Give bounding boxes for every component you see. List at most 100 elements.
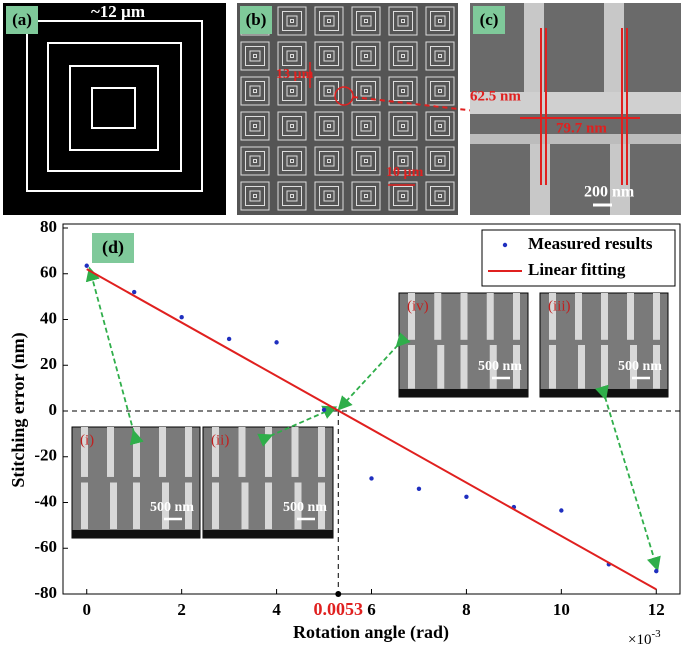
inset-label: (iv) (407, 298, 429, 314)
square (286, 155, 298, 167)
square (319, 186, 339, 206)
square (401, 194, 405, 198)
inset-scale-label: 500 nm (283, 500, 327, 515)
square (240, 111, 270, 141)
square (434, 50, 446, 62)
square (430, 116, 450, 136)
square (356, 116, 376, 136)
panel-a (3, 3, 226, 215)
circle (334, 86, 354, 106)
square-array (240, 6, 455, 211)
square (430, 186, 450, 206)
square (401, 54, 405, 58)
data-point (559, 508, 564, 513)
square (364, 124, 368, 128)
wire (265, 427, 272, 477)
pointer-arrow (337, 332, 411, 411)
square (240, 41, 270, 71)
square (277, 181, 307, 211)
wire (241, 482, 249, 530)
square (425, 41, 455, 71)
label-box (92, 233, 134, 263)
size-label: ~12 µm (91, 2, 145, 21)
square (290, 194, 294, 198)
square (351, 41, 381, 71)
square (434, 190, 446, 202)
wire (460, 345, 468, 389)
square (290, 19, 294, 23)
square (356, 11, 376, 31)
square (393, 151, 413, 171)
data-point (84, 263, 89, 268)
wire (81, 482, 88, 530)
square (438, 159, 442, 163)
wire (212, 427, 219, 477)
panel-label: (a) (12, 10, 32, 29)
square (277, 146, 307, 176)
x-tick-label: 12 (648, 600, 665, 619)
square (351, 181, 381, 211)
wire (575, 293, 582, 340)
square (356, 46, 376, 66)
wire (601, 293, 608, 340)
square (434, 15, 446, 27)
square (249, 50, 261, 62)
square (438, 124, 442, 128)
square (314, 181, 344, 211)
square (249, 155, 261, 167)
data-point (654, 568, 659, 574)
wire (162, 482, 169, 530)
y-tick-label: -60 (34, 537, 57, 556)
panel-label: (c) (480, 10, 499, 29)
gap-label: 62.5 nm (470, 88, 521, 104)
square (290, 124, 294, 128)
square (364, 159, 368, 163)
square (253, 89, 257, 93)
x-tick-label: 2 (177, 600, 186, 619)
wire (627, 293, 634, 340)
square (430, 81, 450, 101)
square (282, 81, 302, 101)
square (364, 89, 368, 93)
legend-label: Measured results (528, 234, 653, 253)
wire (434, 293, 442, 340)
y-tick-label: -40 (34, 491, 57, 510)
square (434, 85, 446, 97)
square (438, 54, 442, 58)
wire (238, 427, 246, 477)
square (282, 116, 302, 136)
y-tick-label: 40 (40, 308, 57, 327)
wire (318, 427, 325, 477)
wire (513, 345, 520, 389)
y-axis-title: Stitching error (nm) (8, 332, 29, 487)
square (282, 46, 302, 66)
y-tick-label: -20 (34, 446, 57, 465)
multiplier-base: ×10 (628, 632, 651, 648)
square (253, 194, 257, 198)
square (351, 111, 381, 141)
wire (408, 293, 415, 340)
x-tick-label: 10 (553, 600, 570, 619)
square (290, 89, 294, 93)
square (397, 120, 409, 132)
square (319, 116, 339, 136)
square (240, 76, 270, 106)
square (425, 146, 455, 176)
square (356, 186, 376, 206)
annotation-label: 0.0053 (314, 599, 364, 619)
square (314, 111, 344, 141)
square (360, 190, 372, 202)
square (282, 11, 302, 31)
square (393, 46, 413, 66)
wire (212, 482, 219, 530)
square (430, 46, 450, 66)
square (351, 146, 381, 176)
label-box (240, 6, 272, 34)
x-axis-title: Rotation angle (rad) (293, 622, 449, 643)
x-multiplier: ×10-3 (628, 628, 661, 649)
x-tick-label: 6 (367, 600, 376, 619)
wire (460, 293, 468, 340)
wire (185, 482, 192, 530)
square (240, 146, 270, 176)
